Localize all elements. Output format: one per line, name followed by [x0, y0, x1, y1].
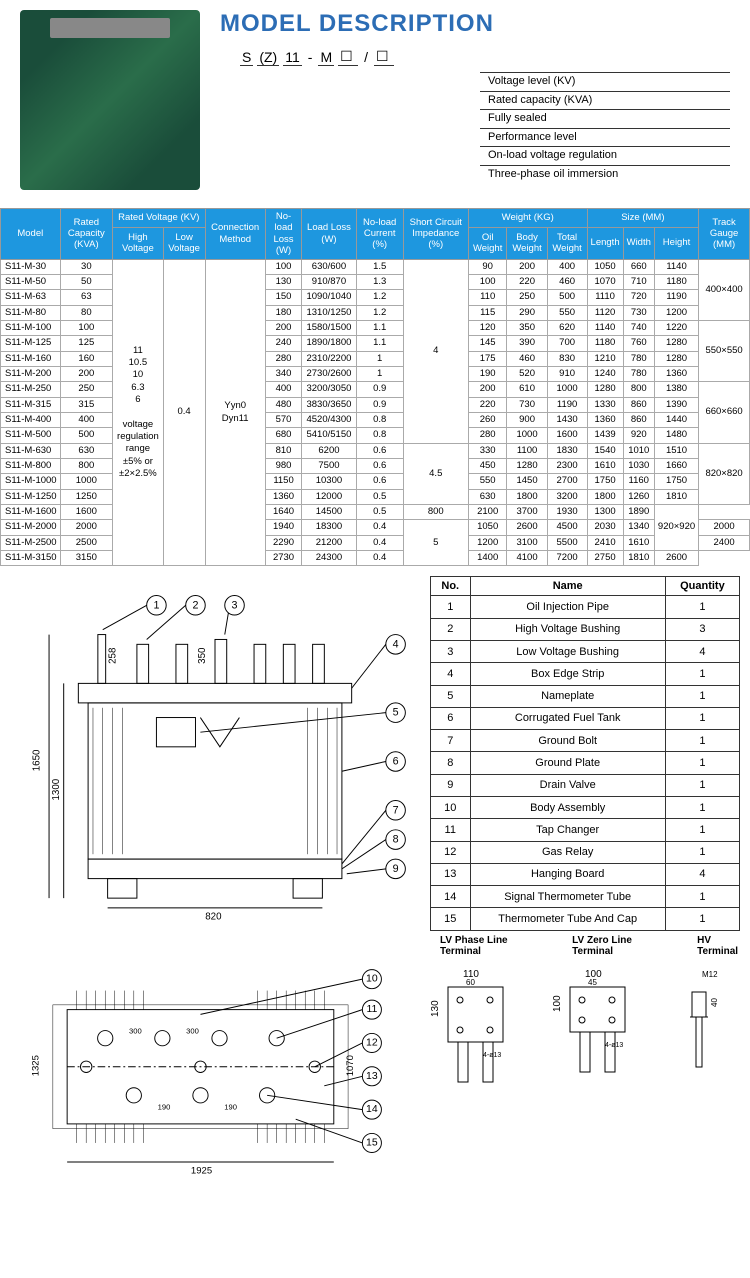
parts-row: 7Ground Bolt1: [431, 730, 740, 752]
th-rvolt: Rated Voltage (KV): [113, 209, 205, 228]
th-model: Model: [1, 209, 61, 260]
parts-row: 15Thermometer Tube And Cap1: [431, 908, 740, 930]
parts-row: 11Tap Changer1: [431, 819, 740, 841]
svg-text:190: 190: [158, 1102, 171, 1111]
parts-table: No. Name Quantity 1Oil Injection Pipe12H…: [430, 576, 740, 930]
th-track: Track Gauge (MM): [699, 209, 750, 260]
th-size: Size (MM): [587, 209, 699, 228]
code-explain: Voltage level (KV): [480, 72, 730, 91]
svg-text:1325: 1325: [31, 1055, 42, 1076]
header-section: MODEL DESCRIPTION S (Z) 11 - M ☐ / ☐ Vol…: [0, 0, 750, 200]
svg-text:1070: 1070: [345, 1055, 356, 1076]
parts-row: 2High Voltage Bushing3: [431, 618, 740, 640]
svg-text:2: 2: [192, 600, 198, 612]
svg-text:M12: M12: [702, 970, 718, 979]
svg-text:3: 3: [232, 600, 238, 612]
svg-text:1925: 1925: [191, 1165, 212, 1176]
svg-text:1: 1: [153, 600, 159, 612]
svg-text:4-ø13: 4-ø13: [605, 1042, 623, 1049]
svg-text:9: 9: [393, 863, 399, 875]
svg-text:1300: 1300: [51, 779, 62, 801]
model-code: S (Z) 11 - M ☐ / ☐: [240, 48, 730, 66]
hv-terminal: M12 40: [672, 962, 732, 1102]
code-explain: Fully sealed: [480, 109, 730, 128]
svg-text:14: 14: [366, 1104, 378, 1115]
terminal-labels: LV Phase Line Terminal LV Zero Line Term…: [0, 935, 750, 957]
svg-text:4: 4: [393, 639, 399, 651]
svg-text:130: 130: [430, 1000, 441, 1017]
svg-text:8: 8: [393, 834, 399, 846]
th-cap: Rated Capacity (KVA): [60, 209, 113, 260]
product-photo: [20, 10, 200, 190]
svg-text:300: 300: [186, 1026, 199, 1035]
svg-text:350: 350: [197, 647, 208, 664]
svg-text:45: 45: [588, 978, 597, 987]
parts-row: 6Corrugated Fuel Tank1: [431, 707, 740, 729]
svg-text:10: 10: [366, 974, 378, 985]
page-title: MODEL DESCRIPTION: [220, 10, 730, 38]
svg-text:13: 13: [366, 1071, 378, 1082]
bottom-diagrams: 10 11 12 13 14 15 1325 1070 1925 300 300…: [0, 957, 750, 1189]
code-explain: Performance level: [480, 128, 730, 147]
svg-text:15: 15: [366, 1137, 378, 1148]
spec-table: Model Rated Capacity (KVA) Rated Voltage…: [0, 208, 750, 566]
svg-text:7: 7: [393, 805, 399, 817]
th-conn: Connection Method: [205, 209, 265, 260]
parts-row: 12Gas Relay1: [431, 841, 740, 863]
parts-row: 14Signal Thermometer Tube1: [431, 886, 740, 908]
parts-row: 5Nameplate1: [431, 685, 740, 707]
bottom-section: 1 2 3 4 5 6 7 8 9 1650 1300 820 258 350 …: [0, 566, 750, 940]
parts-row: 10Body Assembly1: [431, 796, 740, 818]
code-explain: On-load voltage regulation: [480, 146, 730, 165]
hv-label: HV Terminal: [697, 935, 750, 957]
code-explanations: Voltage level (KV)Rated capacity (KVA)Fu…: [480, 72, 730, 184]
svg-text:11: 11: [366, 1004, 377, 1015]
th-nll: No-load Loss (W): [265, 209, 301, 260]
code-explain: Three-phase oil immersion: [480, 165, 730, 184]
svg-text:60: 60: [466, 978, 475, 987]
svg-text:6: 6: [393, 756, 399, 768]
lv-zero-terminal: 100451004-ø13: [550, 962, 640, 1102]
spec-row: S11-M-30301110.5106.36voltageregulationr…: [1, 259, 750, 274]
svg-text:258: 258: [107, 648, 118, 664]
th-ll: Load Loss (W): [302, 209, 357, 260]
parts-row: 1Oil Injection Pipe1: [431, 596, 740, 618]
th-sc: Short Circuit Impedance (%): [403, 209, 468, 260]
th-weight: Weight (KG): [468, 209, 587, 228]
description-block: MODEL DESCRIPTION S (Z) 11 - M ☐ / ☐ Vol…: [220, 10, 730, 190]
svg-text:5: 5: [393, 707, 399, 719]
lv-zero-label: LV Zero Line Terminal: [572, 935, 667, 957]
lv-phase-terminal: 110601304-ø13: [428, 962, 518, 1102]
parts-row: 9Drain Valve1: [431, 774, 740, 796]
front-diagram: 1 2 3 4 5 6 7 8 9 1650 1300 820 258 350: [10, 576, 420, 930]
svg-text:820: 820: [205, 912, 222, 923]
svg-text:12: 12: [366, 1037, 378, 1048]
th-nlc: No-load Current (%): [356, 209, 403, 260]
svg-text:4-ø13: 4-ø13: [483, 1052, 501, 1059]
svg-text:190: 190: [224, 1102, 237, 1111]
code-explain: Rated capacity (KVA): [480, 91, 730, 110]
parts-row: 8Ground Plate1: [431, 752, 740, 774]
parts-row: 3Low Voltage Bushing4: [431, 641, 740, 663]
parts-row: 13Hanging Board4: [431, 863, 740, 885]
svg-text:40: 40: [710, 997, 719, 1006]
svg-text:100: 100: [552, 995, 563, 1012]
svg-text:300: 300: [129, 1026, 142, 1035]
svg-text:1650: 1650: [31, 749, 42, 771]
lv-phase-label: LV Phase Line Terminal: [440, 935, 542, 957]
parts-row: 4Box Edge Strip1: [431, 663, 740, 685]
top-view-diagram: 10 11 12 13 14 15 1325 1070 1925 300 300…: [10, 962, 410, 1181]
